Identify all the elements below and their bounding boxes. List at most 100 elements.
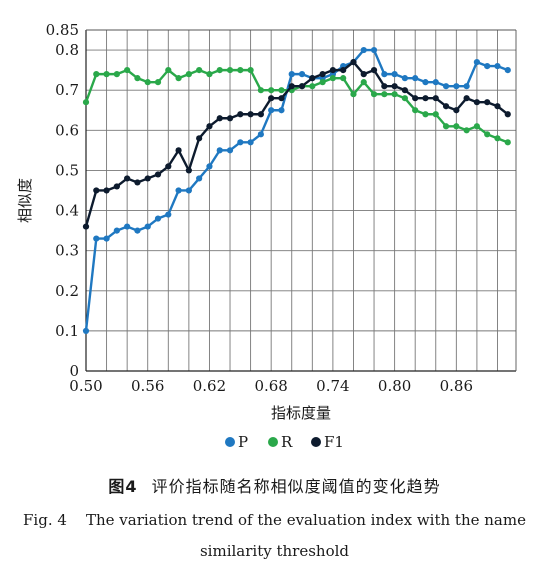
x-tick-label: 0.80 bbox=[378, 377, 411, 395]
data-point-f1 bbox=[103, 187, 110, 194]
data-point-f1 bbox=[298, 83, 306, 90]
data-point-f1 bbox=[144, 175, 151, 182]
data-point-r bbox=[473, 123, 481, 130]
data-point-f1 bbox=[288, 83, 295, 90]
data-point-f1 bbox=[134, 179, 141, 186]
data-point-f1 bbox=[175, 147, 182, 154]
y-tick-label: 0.85 bbox=[46, 21, 79, 39]
data-point-f1 bbox=[463, 95, 470, 102]
data-point-f1 bbox=[484, 99, 491, 106]
line-chart: 0.50 0.56 0.62 0.68 0.74 0.80 0.86 00.10.20.30… bbox=[16, 21, 517, 451]
legend: P R F1 bbox=[225, 433, 344, 451]
data-point-r bbox=[144, 79, 151, 86]
data-point-f1 bbox=[226, 115, 234, 122]
data-point-f1 bbox=[268, 95, 275, 102]
data-point-p bbox=[432, 79, 439, 86]
figure-caption-english-line1: Fig. 4 The variation trend of the evalua… bbox=[23, 511, 526, 529]
data-point-r bbox=[319, 79, 326, 86]
data-point-f1 bbox=[422, 95, 429, 102]
series-line-p bbox=[84, 48, 509, 332]
data-point-r bbox=[93, 71, 100, 78]
data-point-p bbox=[185, 187, 192, 194]
data-point-f1 bbox=[432, 95, 439, 102]
data-point-p bbox=[412, 75, 419, 82]
data-point-p bbox=[473, 58, 481, 66]
data-point-f1 bbox=[350, 58, 357, 66]
data-point-f1 bbox=[185, 167, 192, 174]
figure-number: 图4 bbox=[108, 477, 138, 496]
data-point-f1 bbox=[494, 103, 501, 110]
x-tick-label: 0.62 bbox=[193, 377, 226, 395]
data-point-r bbox=[268, 87, 275, 94]
data-point-p bbox=[113, 227, 120, 234]
data-point-f1 bbox=[391, 83, 398, 90]
data-point-r bbox=[329, 75, 336, 82]
data-point-r bbox=[401, 95, 408, 102]
data-point-r bbox=[103, 71, 110, 78]
data-point-p bbox=[298, 71, 306, 78]
data-point-r bbox=[391, 91, 398, 98]
data-point-r bbox=[412, 107, 419, 114]
data-point-r bbox=[309, 83, 316, 90]
legend-marker-r bbox=[268, 437, 278, 447]
data-point-f1 bbox=[381, 83, 388, 90]
data-point-p bbox=[391, 71, 398, 78]
data-point-f1 bbox=[216, 115, 223, 122]
data-point-r bbox=[206, 71, 213, 78]
data-point-f1 bbox=[247, 111, 254, 118]
legend-label-p: P bbox=[238, 433, 248, 451]
data-point-r bbox=[134, 75, 141, 82]
data-point-f1 bbox=[370, 67, 378, 74]
data-point-r bbox=[226, 67, 234, 74]
data-point-p bbox=[206, 163, 213, 170]
y-tick-label: 0.3 bbox=[55, 242, 79, 260]
data-point-r bbox=[370, 91, 378, 98]
figure-title-chinese: 评价指标随名称相似度阈值的变化趋势 bbox=[151, 477, 441, 496]
data-point-p bbox=[154, 215, 162, 222]
data-point-r bbox=[463, 127, 470, 134]
data-point-f1 bbox=[453, 107, 460, 114]
series-layer bbox=[82, 46, 511, 334]
y-tick-label: 0.8 bbox=[55, 41, 79, 59]
data-point-p bbox=[144, 223, 151, 230]
data-point-p bbox=[82, 327, 90, 334]
data-point-p bbox=[288, 71, 295, 78]
data-point-p bbox=[453, 83, 460, 90]
data-point-r bbox=[340, 75, 347, 82]
data-point-f1 bbox=[319, 71, 326, 78]
data-point-p bbox=[360, 46, 367, 54]
data-point-p bbox=[442, 83, 450, 90]
data-point-p bbox=[196, 175, 203, 182]
x-tick-label: 0.74 bbox=[316, 377, 349, 395]
data-point-p bbox=[226, 147, 234, 154]
y-tick-label: 0.6 bbox=[55, 121, 79, 139]
data-point-r bbox=[185, 71, 192, 78]
data-point-r bbox=[442, 123, 450, 130]
data-point-f1 bbox=[309, 75, 316, 82]
data-point-f1 bbox=[442, 103, 450, 110]
data-point-r bbox=[278, 87, 285, 94]
data-point-f1 bbox=[196, 135, 203, 142]
legend-label-r: R bbox=[281, 433, 293, 451]
data-point-r bbox=[196, 67, 203, 74]
y-tick-label: 0.7 bbox=[55, 81, 79, 99]
x-tick-label: 0.68 bbox=[254, 377, 287, 395]
data-point-p bbox=[216, 147, 223, 154]
data-point-f1 bbox=[154, 171, 162, 178]
data-point-f1 bbox=[278, 95, 285, 102]
data-point-f1 bbox=[82, 223, 90, 230]
data-point-p bbox=[401, 75, 408, 82]
data-point-f1 bbox=[93, 187, 100, 194]
data-point-r bbox=[381, 91, 388, 98]
legend-marker-f1 bbox=[311, 437, 321, 447]
data-point-p bbox=[370, 46, 378, 54]
data-point-f1 bbox=[257, 111, 264, 118]
figure-caption-chinese: 图4 评价指标随名称相似度阈值的变化趋势 bbox=[0, 473, 549, 497]
y-tick-label: 0.5 bbox=[55, 161, 79, 179]
data-point-f1 bbox=[329, 67, 336, 74]
data-point-r bbox=[422, 111, 429, 118]
data-point-p bbox=[268, 107, 275, 114]
data-point-f1 bbox=[113, 183, 120, 190]
data-point-p bbox=[484, 63, 491, 70]
data-point-f1 bbox=[401, 87, 408, 94]
